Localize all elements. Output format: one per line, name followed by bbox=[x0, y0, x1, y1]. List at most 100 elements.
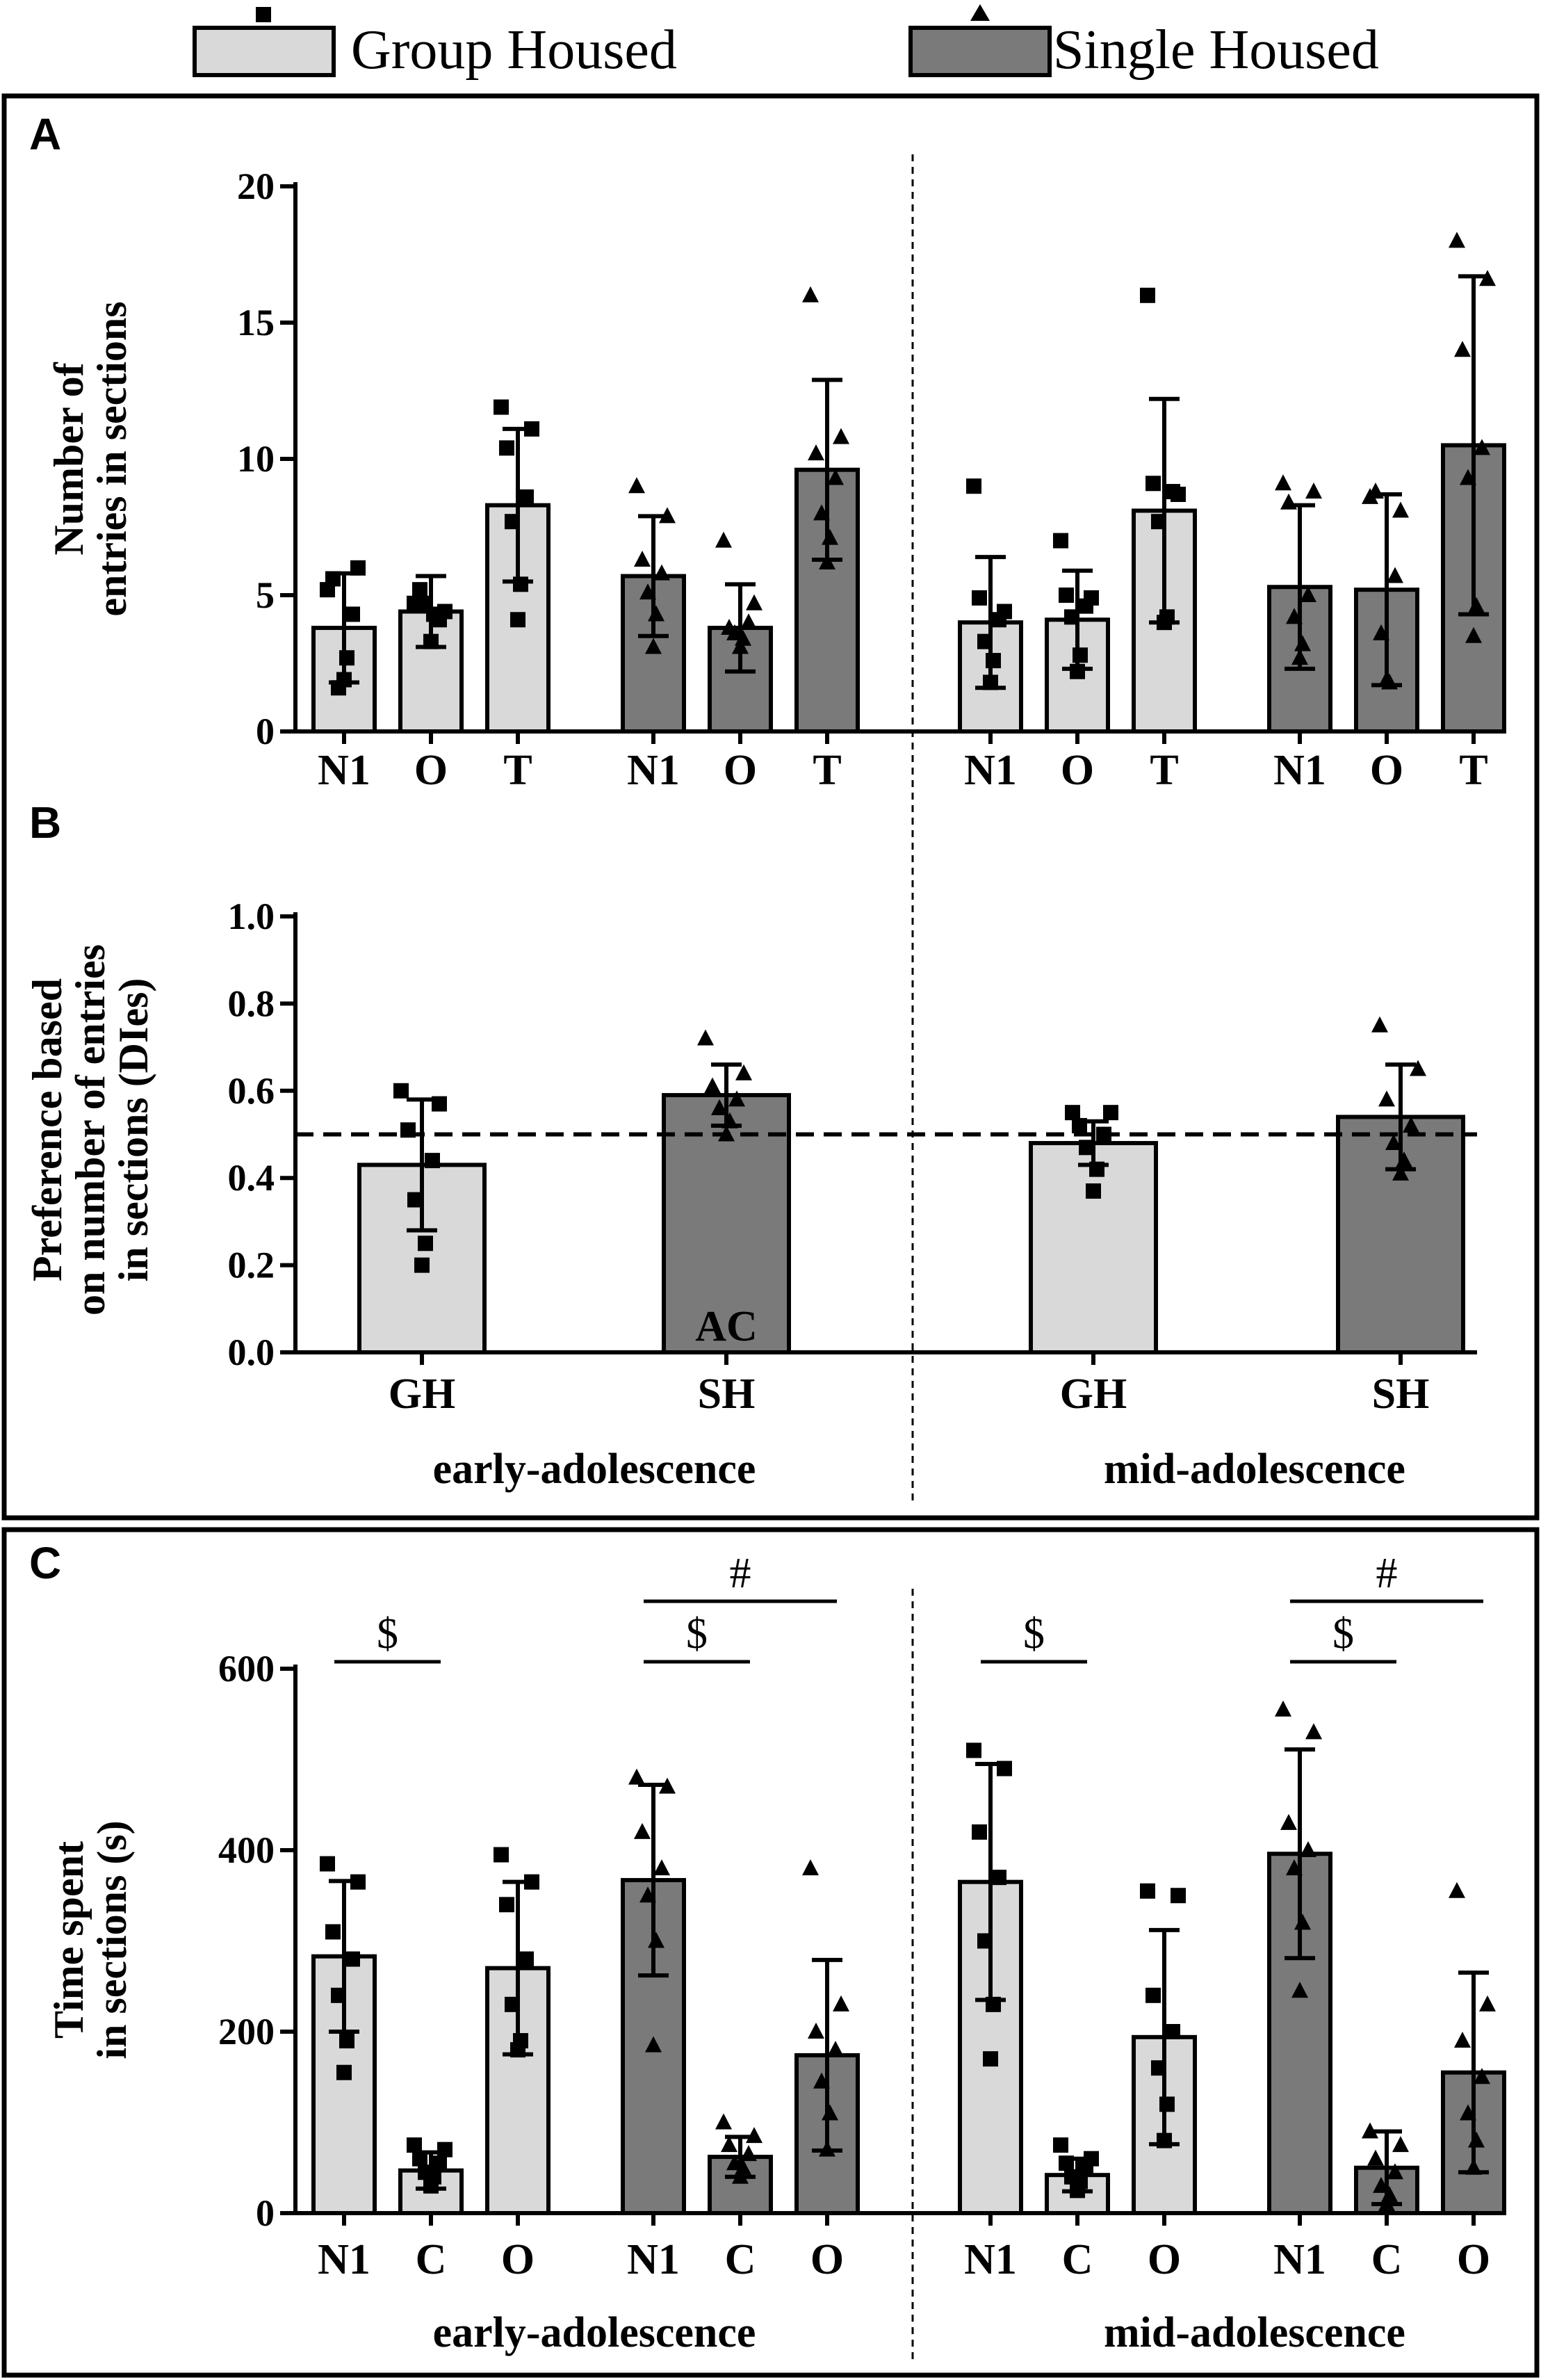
data-point bbox=[639, 1886, 656, 1903]
data-point bbox=[1449, 232, 1465, 248]
x-tick-label: N1 bbox=[627, 747, 680, 794]
data-point bbox=[728, 1090, 745, 1107]
data-point bbox=[524, 421, 539, 437]
data-point bbox=[1465, 626, 1482, 643]
data-point bbox=[735, 2158, 751, 2175]
data-point bbox=[1059, 588, 1074, 603]
data-point bbox=[659, 1777, 676, 1794]
data-point bbox=[1387, 567, 1403, 583]
significance-symbol: # bbox=[730, 1550, 751, 1597]
data-point bbox=[653, 1859, 670, 1876]
significance-symbol: $ bbox=[686, 1610, 708, 1658]
data-point bbox=[819, 2140, 835, 2157]
data-point bbox=[1465, 2158, 1482, 2175]
y-axis-title: on number of entries bbox=[67, 944, 113, 1316]
data-point bbox=[1079, 1140, 1094, 1156]
data-point bbox=[1385, 1134, 1402, 1151]
triangle-icon bbox=[970, 4, 990, 21]
y-tick-label: 0 bbox=[256, 711, 275, 752]
significance-symbol: # bbox=[1376, 1550, 1398, 1597]
data-point bbox=[345, 1951, 360, 1967]
y-tick-label: 200 bbox=[218, 2011, 275, 2053]
data-point bbox=[822, 2104, 838, 2121]
data-point bbox=[983, 2051, 998, 2067]
data-point bbox=[1291, 649, 1308, 665]
x-tick-label: N1 bbox=[1273, 747, 1326, 794]
x-tick-label: GH bbox=[389, 1370, 455, 1418]
data-point bbox=[1145, 1987, 1161, 2003]
data-point bbox=[339, 650, 354, 666]
data-point bbox=[1468, 597, 1485, 613]
data-point bbox=[494, 1847, 509, 1863]
data-point bbox=[1392, 2136, 1409, 2153]
data-point bbox=[1059, 2155, 1074, 2171]
data-point bbox=[437, 2142, 452, 2158]
x-tick-label: N1 bbox=[318, 2236, 370, 2283]
data-point bbox=[1286, 608, 1303, 624]
data-point bbox=[808, 2023, 824, 2039]
period-label: mid-adolescence bbox=[1104, 1446, 1405, 1493]
data-point bbox=[721, 2136, 737, 2153]
data-point bbox=[1373, 624, 1389, 640]
data-point bbox=[320, 582, 335, 598]
data-point bbox=[1300, 1841, 1316, 1857]
data-point bbox=[1103, 1105, 1118, 1121]
x-tick-label: C bbox=[1371, 2236, 1403, 2283]
y-tick-label: 0.4 bbox=[228, 1157, 275, 1199]
data-point bbox=[1474, 2068, 1490, 2084]
data-point bbox=[1381, 2185, 1398, 2202]
period-label: mid-adolescence bbox=[1104, 2309, 1405, 2356]
data-point bbox=[320, 1856, 335, 1872]
data-point bbox=[735, 629, 751, 646]
data-point bbox=[1294, 635, 1311, 651]
data-point bbox=[1286, 1859, 1303, 1876]
data-point bbox=[1151, 2060, 1166, 2076]
x-tick-label: SH bbox=[1372, 1370, 1430, 1418]
data-point bbox=[648, 605, 664, 622]
data-point bbox=[412, 2151, 427, 2167]
data-point bbox=[634, 551, 651, 567]
x-tick-label: N1 bbox=[964, 2236, 1017, 2283]
x-tick-label: C bbox=[416, 2236, 447, 2283]
data-point bbox=[1479, 270, 1496, 286]
y-tick-label: 20 bbox=[237, 165, 275, 207]
data-point bbox=[1171, 486, 1186, 502]
data-point bbox=[833, 1995, 849, 2011]
data-point bbox=[1460, 2104, 1476, 2121]
data-point bbox=[499, 440, 514, 456]
data-point bbox=[711, 1099, 728, 1115]
data-point bbox=[1165, 2024, 1180, 2039]
x-tick-label: O bbox=[1457, 2236, 1490, 2283]
y-tick-label: 0 bbox=[256, 2192, 275, 2234]
x-tick-label: O bbox=[724, 747, 757, 794]
data-point bbox=[1280, 493, 1297, 510]
data-point bbox=[1157, 2132, 1172, 2148]
data-point bbox=[505, 514, 520, 530]
x-tick-label: T bbox=[813, 747, 841, 794]
y-tick-label: 0.2 bbox=[228, 1245, 275, 1286]
x-tick-label: O bbox=[1148, 2236, 1181, 2283]
data-point bbox=[432, 2155, 447, 2171]
data-point bbox=[414, 1257, 430, 1273]
data-point bbox=[1070, 663, 1085, 679]
data-point bbox=[977, 1933, 993, 1949]
x-tick-label: N1 bbox=[964, 747, 1017, 794]
data-point bbox=[986, 653, 1001, 669]
data-point bbox=[432, 1096, 447, 1112]
data-point bbox=[336, 2064, 352, 2080]
data-point bbox=[827, 469, 844, 485]
data-point bbox=[1378, 2194, 1395, 2211]
data-point bbox=[997, 1760, 1012, 1776]
x-tick-label: T bbox=[1150, 747, 1178, 794]
data-point bbox=[513, 576, 528, 592]
panel-label-c: C bbox=[29, 1538, 61, 1588]
y-tick-label: 600 bbox=[218, 1648, 275, 1690]
data-point bbox=[721, 619, 737, 636]
data-point bbox=[1065, 1105, 1080, 1121]
y-axis-title: in sections (s) bbox=[89, 1820, 135, 2059]
data-point bbox=[659, 507, 676, 524]
y-axis-title: Number of bbox=[46, 362, 92, 555]
data-point bbox=[1460, 469, 1476, 485]
chart-a: 0 5 10 15 20 N1 O T N1 O T N1 O T N1 O T Number ofentries… bbox=[46, 165, 1506, 794]
